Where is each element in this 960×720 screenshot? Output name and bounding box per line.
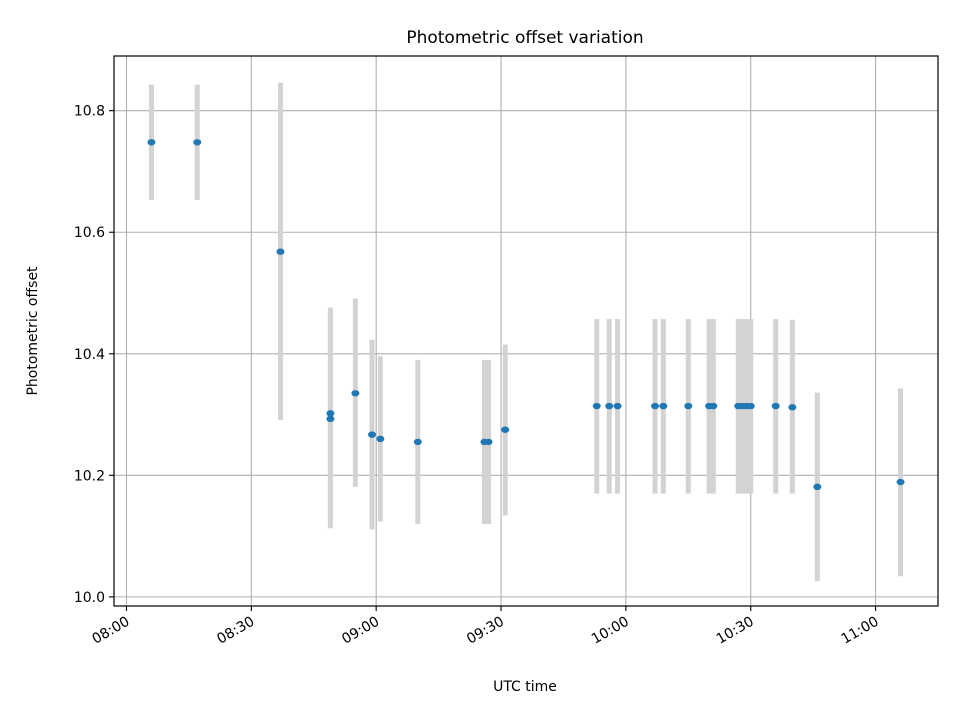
y-ticks: 10.0 10.2 10.4 10.6 10.8 [74, 104, 114, 606]
data-point [351, 390, 360, 397]
data-point [413, 438, 422, 446]
data-point [684, 402, 693, 410]
data-point [659, 402, 668, 410]
data-point [746, 402, 755, 410]
data-point [592, 402, 601, 410]
data-point [896, 478, 905, 486]
data-point [788, 404, 797, 411]
data-point [501, 426, 510, 433]
x-axis-label: UTC time [493, 679, 557, 695]
data-point [147, 139, 156, 146]
data-point [651, 402, 660, 410]
data-point [813, 483, 822, 491]
data-point [326, 410, 335, 417]
data-point [605, 402, 614, 410]
y-tick-label: 10.8 [74, 104, 105, 120]
data-point [709, 402, 718, 410]
data-point [613, 402, 622, 410]
chart-title: Photometric offset variation [406, 28, 643, 48]
plot-frame [113, 55, 939, 607]
y-tick-label: 10.4 [74, 347, 105, 363]
data-point [193, 139, 202, 146]
data-point [771, 402, 780, 410]
data-point [326, 415, 335, 423]
y-tick-label: 10.0 [74, 590, 105, 606]
data-point [276, 248, 285, 255]
y-tick-label: 10.2 [74, 468, 105, 484]
data-point [368, 431, 377, 438]
data-points [147, 139, 905, 491]
data-point [484, 438, 493, 446]
y-axis-label: Photometric offset [25, 266, 41, 396]
y-tick-label: 10.6 [74, 225, 105, 241]
data-point [376, 435, 385, 443]
